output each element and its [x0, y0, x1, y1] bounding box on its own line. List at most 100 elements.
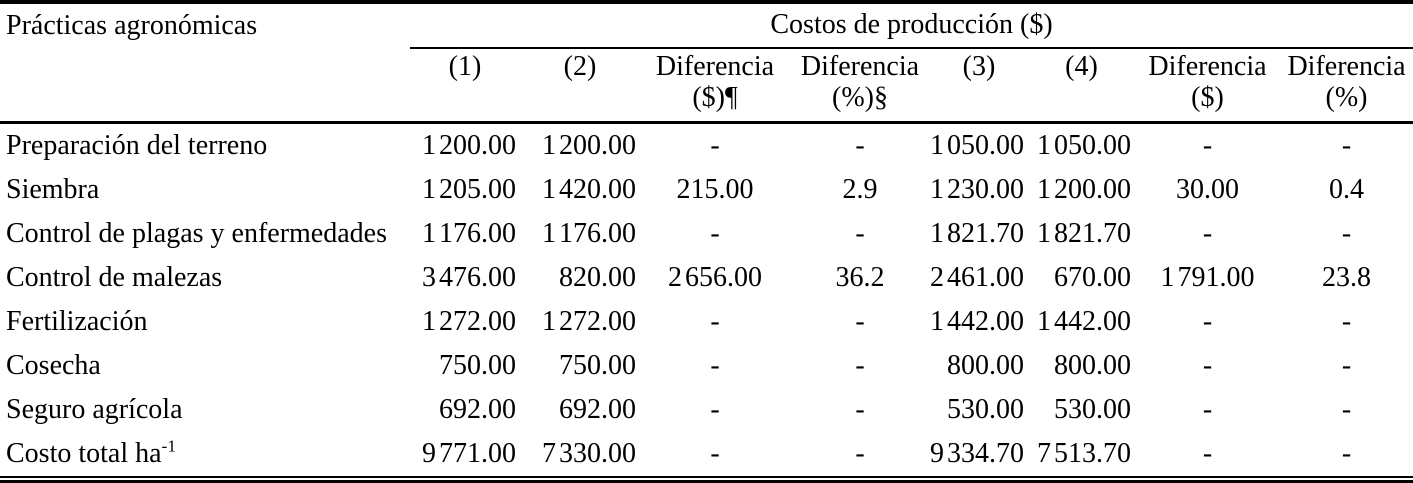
difference-cell: - — [1202, 394, 1213, 425]
value-cell: 7 513.70 — [1037, 438, 1131, 469]
difference-cell: - — [1341, 438, 1352, 469]
difference-cell: - — [710, 394, 720, 425]
value-cell: 1 420.00 — [542, 174, 636, 205]
difference-cell: 1 791.00 — [1160, 262, 1255, 293]
superscript-exponent: -1 — [161, 436, 177, 456]
value-cell: 530.00 — [1054, 394, 1131, 425]
difference-cell: - — [710, 438, 720, 469]
practice-label: Costo total ha — [6, 438, 162, 469]
difference-cell: - — [855, 438, 865, 469]
difference-cell: 23.8 — [1322, 262, 1372, 293]
column-header-line2 — [410, 82, 520, 113]
column-header-diff-percent-2: Diferencia (%) — [1280, 48, 1413, 124]
difference-cell: 215.00 — [676, 174, 754, 205]
value-cell: 1 176.00 — [422, 218, 516, 249]
table-bottom-rule — [0, 476, 1413, 483]
difference-cell: 0.4 — [1329, 174, 1365, 205]
value-cell: 9 334.70 — [930, 438, 1024, 469]
column-header-line1: (2) — [563, 51, 597, 82]
value-cell: 1 272.00 — [422, 306, 516, 337]
value-cell: 750.00 — [559, 350, 636, 381]
column-header-diff-dollar-1: Diferencia ($)¶ — [640, 48, 790, 124]
table-row: Seguro agrícola 692.00 692.00 - - 530.00… — [0, 388, 1413, 432]
difference-cell: - — [855, 218, 865, 249]
difference-cell: - — [1202, 350, 1213, 381]
table-row: Cosecha 750.00 750.00 - - 800.00 800.00 … — [0, 344, 1413, 388]
difference-cell: - — [1341, 394, 1352, 425]
value-cell: 800.00 — [1054, 350, 1131, 381]
table-row-total: Costo total ha-1 9 771.00 7 330.00 - - 9… — [0, 432, 1413, 476]
value-cell: 1 821.70 — [930, 218, 1024, 249]
table-row: Fertilización 1 272.00 1 272.00 - - 1 44… — [0, 300, 1413, 344]
value-cell: 3 476.00 — [422, 262, 516, 293]
column-header-1: (1) — [410, 48, 520, 124]
costs-group-header: Costos de producción ($) — [410, 2, 1413, 49]
practice-cell: Preparación del terreno — [6, 130, 268, 161]
value-cell: 670.00 — [1054, 262, 1131, 293]
difference-cell: - — [855, 350, 865, 381]
difference-cell: 2.9 — [842, 174, 878, 205]
difference-cell: - — [855, 306, 865, 337]
value-cell: 692.00 — [559, 394, 636, 425]
value-cell: 1 050.00 — [930, 130, 1024, 161]
value-cell: 750.00 — [439, 350, 516, 381]
value-cell: 9 771.00 — [422, 438, 516, 469]
column-header-line1: Diferencia — [800, 51, 920, 82]
difference-cell: 36.2 — [835, 262, 885, 293]
difference-cell: - — [1341, 130, 1352, 161]
sub-header-row: (1) (2) Diferencia ($)¶ Diferencia (%)§ (3… — [0, 48, 1413, 124]
column-header-line2 — [520, 82, 640, 113]
value-cell: 692.00 — [439, 394, 516, 425]
column-header-diff-percent-1: Diferencia (%)§ — [790, 48, 930, 124]
column-header-diff-dollar-2: Diferencia ($) — [1135, 48, 1280, 124]
difference-cell: 30.00 — [1176, 174, 1239, 205]
value-cell: 820.00 — [559, 262, 636, 293]
practices-column-header: Prácticas agronómicas — [0, 2, 410, 124]
difference-cell: - — [1341, 306, 1352, 337]
value-cell: 1 230.00 — [930, 174, 1024, 205]
value-cell: 800.00 — [947, 350, 1024, 381]
column-header-3: (3) — [930, 48, 1028, 124]
difference-cell: - — [1202, 306, 1213, 337]
column-header-line2: (%) — [1325, 82, 1368, 113]
column-header-4: (4) — [1028, 48, 1135, 124]
column-header-line2: ($)¶ — [692, 82, 738, 113]
difference-cell: - — [710, 306, 720, 337]
value-cell: 1 272.00 — [542, 306, 636, 337]
value-cell: 1 442.00 — [930, 306, 1024, 337]
column-header-line2 — [1028, 82, 1135, 113]
difference-cell: - — [1341, 218, 1352, 249]
table-row: Preparación del terreno 1 200.00 1 200.0… — [0, 123, 1413, 169]
column-header-line1: Diferencia — [655, 51, 775, 82]
difference-cell: - — [855, 394, 865, 425]
practice-cell: Siembra — [6, 174, 100, 205]
practice-cell: Costo total ha-1 — [0, 432, 410, 476]
difference-cell: 2 656.00 — [668, 262, 762, 293]
practice-cell: Cosecha — [6, 350, 101, 381]
difference-cell: - — [1341, 350, 1352, 381]
value-cell: 1 442.00 — [1037, 306, 1131, 337]
difference-cell: - — [1202, 130, 1213, 161]
value-cell: 530.00 — [947, 394, 1024, 425]
column-header-line1: Diferencia — [1148, 51, 1267, 82]
value-cell: 2 461.00 — [930, 262, 1024, 293]
difference-cell: - — [710, 218, 720, 249]
difference-cell: - — [1202, 438, 1213, 469]
difference-cell: - — [710, 350, 720, 381]
difference-cell: - — [1202, 218, 1213, 249]
value-cell: 7 330.00 — [542, 438, 636, 469]
column-header-line1: (3) — [962, 51, 996, 82]
column-header-line2 — [930, 82, 1028, 113]
column-header-line1: (4) — [1065, 51, 1098, 82]
value-cell: 1 200.00 — [542, 130, 636, 161]
practice-cell: Fertilización — [6, 306, 148, 337]
value-cell: 1 050.00 — [1037, 130, 1131, 161]
column-header-line2: (%)§ — [832, 82, 888, 113]
value-cell: 1 205.00 — [422, 174, 516, 205]
table-row: Control de malezas 3 476.00 820.00 2 656… — [0, 256, 1413, 300]
value-cell: 1 200.00 — [422, 130, 516, 161]
column-header-line1: Diferencia — [1287, 51, 1406, 82]
table-row: Control de plagas y enfermedades 1 176.0… — [0, 212, 1413, 256]
value-cell: 1 200.00 — [1037, 174, 1131, 205]
